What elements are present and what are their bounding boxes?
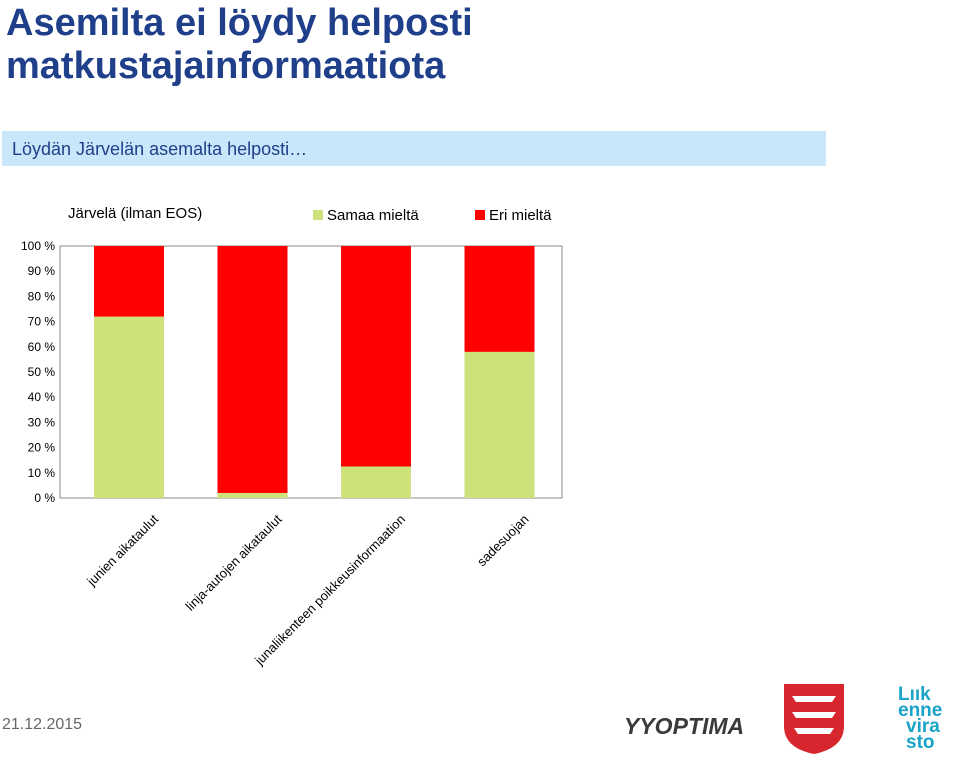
y-tick-label: 50 % bbox=[28, 365, 56, 379]
chart-area: Järvelä (ilman EOS) Samaa mieltä Eri miel… bbox=[0, 190, 600, 690]
x-tick-label: junaliikenteen poikkeusinformaation bbox=[251, 512, 408, 669]
y-tick-label: 90 % bbox=[28, 264, 56, 278]
bar-segment bbox=[464, 246, 535, 352]
y-tick-label: 10 % bbox=[28, 466, 56, 480]
y-tick-label: 0 % bbox=[34, 491, 55, 505]
bar-segment bbox=[341, 246, 411, 467]
legend-swatch bbox=[475, 210, 485, 220]
y-tick-label: 30 % bbox=[28, 415, 56, 429]
liikennevirasto-logo: Lıık enne vira sto bbox=[898, 684, 943, 753]
legend-label: Samaa mieltä bbox=[327, 207, 419, 224]
x-tick-label: sadesuojan bbox=[474, 512, 532, 570]
legend-swatch bbox=[313, 210, 323, 220]
y-tick-label: 70 % bbox=[28, 315, 56, 329]
y-tick-label: 60 % bbox=[28, 340, 56, 354]
subtitle-band: Löydän Järvelän asemalta helposti… bbox=[2, 131, 826, 166]
subtitle-text: Löydän Järvelän asemalta helposti… bbox=[12, 139, 308, 159]
bar-segment bbox=[217, 492, 288, 498]
legend-label: Eri mieltä bbox=[489, 207, 552, 224]
stacked-bar-chart: Järvelä (ilman EOS) Samaa mieltä Eri miel… bbox=[21, 205, 563, 668]
y-tick-label: 80 % bbox=[28, 289, 56, 303]
y-tick-label: 40 % bbox=[28, 390, 56, 404]
y-axis: 0 % 10 % 20 % 30 % 40 % 50 % 60 % 70 % 80 % 90 % 1… bbox=[21, 239, 563, 505]
chart-title: Järvelä (ilman EOS) bbox=[68, 205, 202, 222]
legend: Samaa mieltä Eri mieltä bbox=[313, 207, 552, 224]
bar-segment bbox=[341, 466, 411, 498]
bars bbox=[94, 246, 535, 498]
x-axis-labels: junien aikataulut linja-autojen aikataulu… bbox=[83, 511, 531, 668]
x-tick-label: linja-autojen aikataulut bbox=[183, 511, 285, 613]
bar-segment bbox=[94, 246, 164, 317]
y-tick-label: 100 % bbox=[21, 239, 55, 253]
x-tick-label: junien aikataulut bbox=[83, 511, 161, 589]
bar-segment bbox=[217, 246, 288, 493]
crest-logo bbox=[784, 684, 844, 754]
plot-frame bbox=[59, 245, 563, 499]
bar-segment bbox=[464, 351, 535, 498]
page-title: Asemilta ei löydy helposti matkustajainf… bbox=[6, 2, 473, 87]
footer-date: 21.12.2015 bbox=[2, 716, 83, 733]
svg-text:YYOPTIMA: YYOPTIMA bbox=[624, 713, 744, 739]
bar-segment bbox=[94, 316, 164, 498]
y-tick-label: 20 % bbox=[28, 441, 56, 455]
optima-logo: YYOPTIMA bbox=[624, 713, 744, 739]
